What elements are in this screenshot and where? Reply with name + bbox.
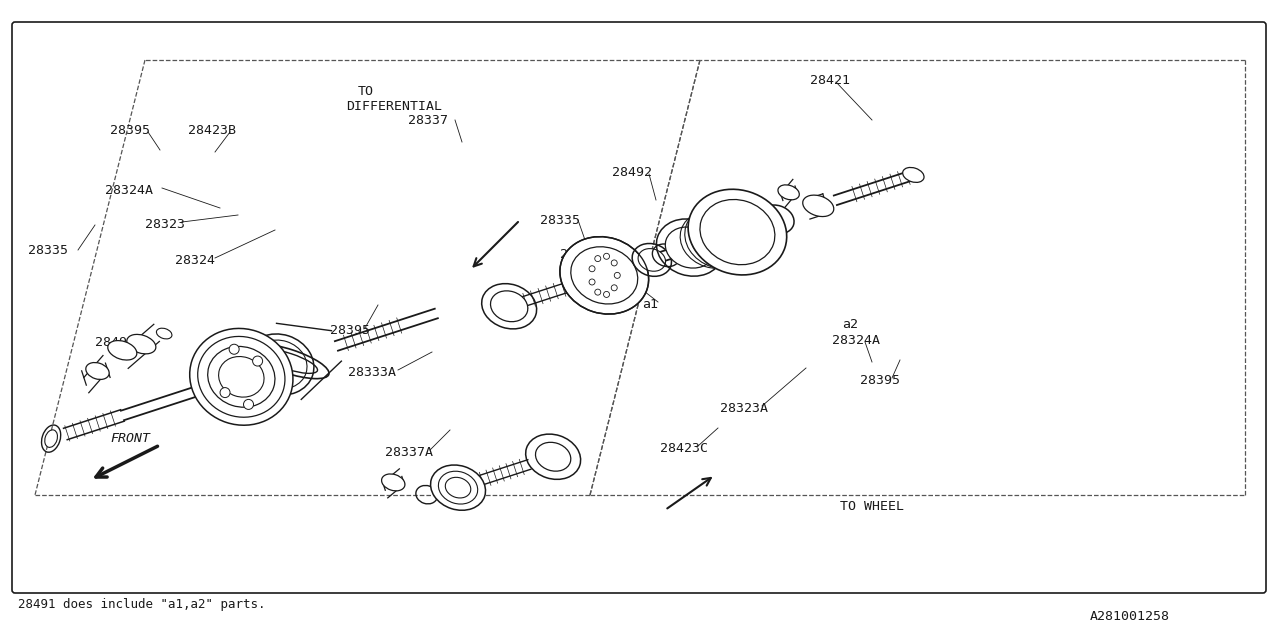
Ellipse shape (220, 388, 230, 397)
Ellipse shape (637, 248, 666, 271)
Text: A281001258: A281001258 (1091, 610, 1170, 623)
Ellipse shape (381, 474, 404, 491)
Ellipse shape (189, 328, 293, 425)
Ellipse shape (803, 195, 833, 216)
Ellipse shape (252, 356, 262, 366)
Text: 28324A: 28324A (105, 184, 154, 196)
Ellipse shape (127, 334, 156, 354)
Text: a2: a2 (842, 319, 858, 332)
Ellipse shape (252, 340, 307, 389)
Ellipse shape (108, 340, 137, 360)
Ellipse shape (535, 442, 571, 471)
Text: 28323: 28323 (145, 218, 186, 232)
Ellipse shape (604, 291, 609, 298)
Text: 28324: 28324 (602, 282, 643, 294)
Ellipse shape (612, 260, 617, 266)
Text: 28337: 28337 (408, 113, 448, 127)
Ellipse shape (589, 279, 595, 285)
Text: 28333A: 28333A (348, 365, 396, 378)
Ellipse shape (45, 430, 58, 447)
Ellipse shape (595, 289, 600, 295)
Ellipse shape (559, 237, 649, 314)
Ellipse shape (430, 465, 485, 510)
Text: 28335: 28335 (28, 243, 68, 257)
Text: 28423B: 28423B (188, 124, 236, 136)
Text: a1: a1 (643, 298, 658, 310)
Text: DIFFERENTIAL: DIFFERENTIAL (346, 100, 442, 113)
Text: 28491 does include "a1,a2" parts.: 28491 does include "a1,a2" parts. (18, 598, 265, 611)
Text: 28335: 28335 (540, 214, 580, 227)
Ellipse shape (666, 227, 714, 268)
Text: 28323A: 28323A (719, 401, 768, 415)
Text: 28395: 28395 (110, 124, 150, 136)
Text: FRONT: FRONT (110, 432, 150, 445)
Ellipse shape (490, 291, 527, 322)
Ellipse shape (229, 344, 239, 355)
Ellipse shape (778, 185, 799, 200)
Ellipse shape (243, 399, 253, 410)
Ellipse shape (689, 189, 787, 275)
Text: TO: TO (358, 85, 374, 98)
Text: 28333: 28333 (561, 248, 600, 260)
Text: 28492: 28492 (612, 166, 652, 179)
Ellipse shape (595, 255, 600, 262)
Ellipse shape (614, 273, 621, 278)
Ellipse shape (156, 328, 172, 339)
Text: 28395: 28395 (330, 323, 370, 337)
Text: 28423C: 28423C (660, 442, 708, 454)
Text: 28324A: 28324A (832, 333, 881, 346)
Text: 28324: 28324 (175, 253, 215, 266)
Text: 28491: 28491 (95, 335, 134, 349)
Text: TO WHEEL: TO WHEEL (840, 500, 904, 513)
Text: 28395: 28395 (860, 374, 900, 387)
Text: 28421: 28421 (810, 74, 850, 86)
Ellipse shape (589, 266, 595, 272)
Ellipse shape (604, 253, 609, 259)
Ellipse shape (612, 285, 617, 291)
FancyBboxPatch shape (12, 22, 1266, 593)
Ellipse shape (86, 362, 109, 380)
Ellipse shape (445, 477, 471, 498)
Ellipse shape (207, 346, 275, 407)
Ellipse shape (902, 168, 924, 182)
Text: 28337A: 28337A (385, 445, 433, 458)
